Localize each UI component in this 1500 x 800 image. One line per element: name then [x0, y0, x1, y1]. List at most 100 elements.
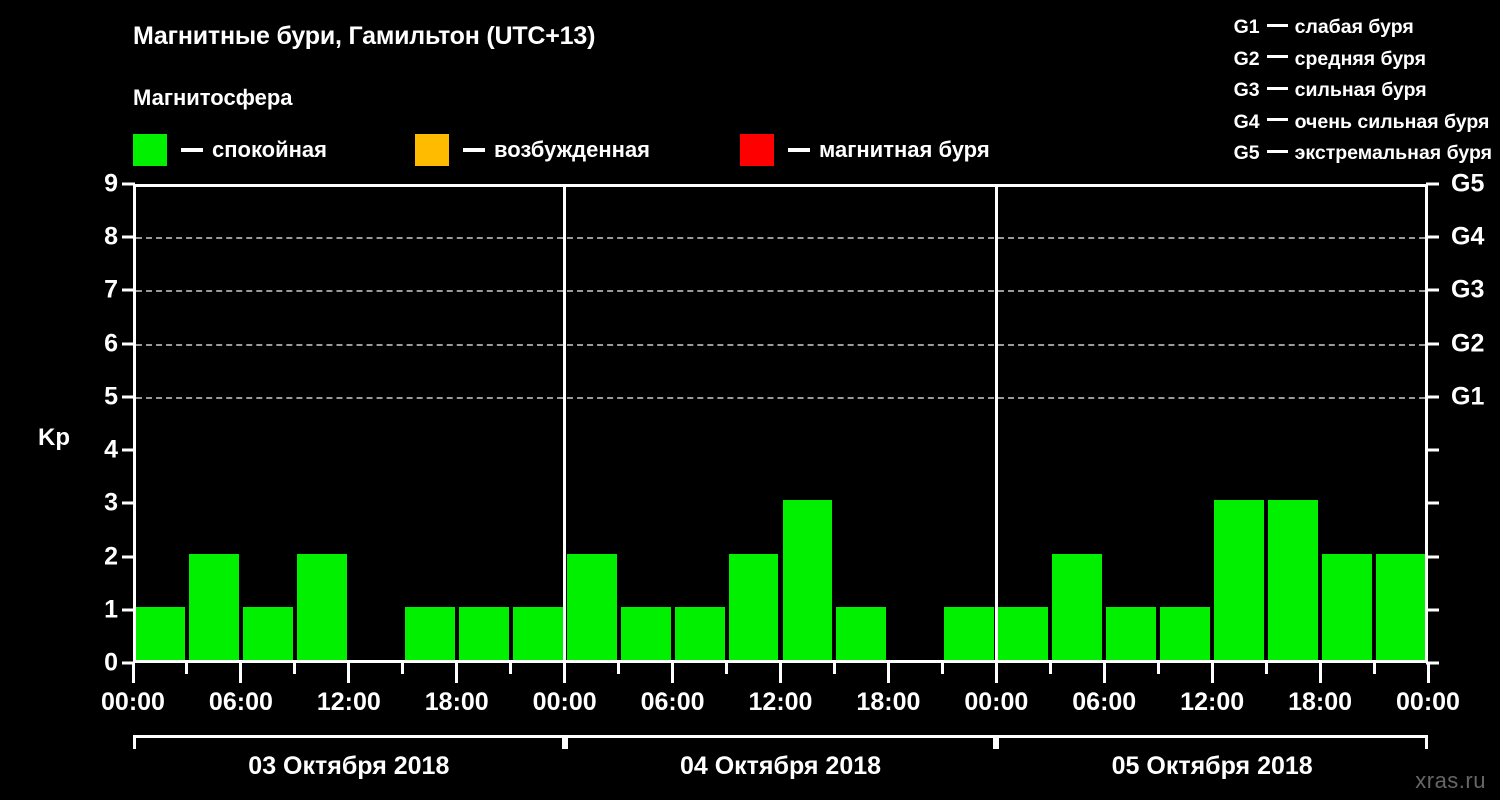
bar	[458, 606, 509, 660]
x-axis-major-tick	[239, 663, 243, 683]
right-axis-tick-mark	[1426, 395, 1439, 399]
bar	[404, 606, 455, 660]
bar	[296, 553, 347, 660]
x-axis-minor-tick	[940, 663, 944, 674]
bar	[782, 500, 833, 660]
storm-scale-row-g2: G2 средняя буря	[1234, 44, 1492, 76]
x-axis-major-tick	[886, 663, 890, 683]
x-axis-tick-label: 18:00	[1288, 688, 1353, 716]
storm-scale-legend: G1 слабая буря G2 средняя буря G3 сильная бур…	[1234, 12, 1492, 170]
right-axis-tick-mark	[1426, 501, 1439, 505]
bar	[998, 606, 1049, 660]
bar	[674, 606, 725, 660]
storm-scale-code: G2	[1233, 47, 1260, 70]
plot-inner	[136, 187, 1425, 660]
legend-item-storm: магнитная буря	[740, 133, 990, 167]
y-axis-tick-label: 7	[104, 275, 118, 304]
x-axis-tick-label: 00:00	[101, 688, 165, 716]
y-axis-tick-mark	[122, 555, 135, 559]
x-axis-major-tick	[994, 663, 998, 683]
storm-scale-description: сильная буря	[1294, 79, 1427, 101]
y-axis-tick-mark	[122, 342, 135, 346]
x-axis-minor-tick	[401, 663, 405, 674]
bar	[1268, 500, 1319, 660]
x-axis-minor-tick	[617, 663, 621, 674]
x-axis-minor-tick	[1372, 663, 1376, 674]
x-axis-minor-tick	[1048, 663, 1052, 674]
bar	[188, 553, 239, 660]
x-axis-tick-label: 18:00	[424, 688, 489, 716]
storm-scale-dash-icon	[1266, 149, 1288, 153]
storm-scale-dash-icon	[1266, 86, 1288, 90]
x-axis-tick-label: 00:00	[532, 688, 597, 716]
x-axis-major-tick	[1210, 663, 1214, 683]
y-axis-tick-label: 4	[104, 435, 118, 464]
bar	[242, 606, 293, 660]
y-axis-tick-mark	[122, 501, 135, 505]
legend-swatch-storm	[740, 134, 774, 166]
legend-item-unsettled: возбужденная	[415, 133, 650, 167]
legend-dash-icon	[181, 148, 203, 152]
x-axis-tick-label: 18:00	[856, 688, 921, 716]
legend-item-calm: спокойная	[133, 133, 327, 167]
day-label: 05 Октября 2018	[1111, 752, 1313, 780]
x-axis-minor-tick	[293, 663, 297, 674]
day-label: 04 Октября 2018	[679, 752, 882, 780]
bar	[1214, 500, 1265, 660]
watermark: xras.ru	[1415, 768, 1486, 793]
storm-scale-row-g5: G5 экстремальная буря	[1234, 138, 1492, 170]
day-label: 03 Октября 2018	[248, 752, 450, 780]
y-axis-tick-label: 9	[104, 169, 118, 198]
legend-label: магнитная буря	[819, 137, 990, 162]
day-divider	[994, 187, 998, 660]
bar	[1052, 553, 1103, 660]
y-axis-tick-label: 1	[104, 595, 118, 624]
x-axis-minor-tick	[725, 663, 729, 674]
day-bracket	[564, 735, 997, 749]
x-axis-tick-label: 12:00	[748, 688, 813, 716]
y-axis-tick-label: 2	[104, 542, 118, 571]
y-axis-tick-label: 6	[104, 329, 118, 358]
x-axis-major-tick	[563, 663, 567, 683]
y-axis-tick-label: 3	[104, 488, 118, 517]
right-axis-label-g1: G1	[1451, 382, 1485, 411]
storm-scale-code: G5	[1233, 142, 1260, 164]
bar	[1322, 553, 1373, 660]
legend-swatch-calm	[133, 134, 167, 166]
right-axis-tick-mark	[1426, 342, 1439, 346]
y-axis-tick-mark	[122, 182, 135, 186]
storm-scale-description: средняя буря	[1294, 47, 1426, 70]
x-axis-major-tick	[347, 663, 351, 683]
y-axis-title: Kp	[38, 424, 70, 451]
day-divider	[563, 187, 567, 660]
gridline-kp-7	[136, 290, 1425, 293]
right-axis-tick-mark	[1426, 661, 1439, 665]
y-axis-tick-mark	[122, 235, 135, 239]
storm-scale-code: G3	[1233, 79, 1260, 101]
bar	[1160, 606, 1211, 660]
plot-area	[133, 184, 1428, 663]
right-axis-tick-mark	[1426, 555, 1439, 559]
storm-scale-description: очень сильная буря	[1294, 110, 1490, 133]
x-axis-minor-tick	[832, 663, 836, 674]
bar	[944, 606, 995, 660]
storm-scale-row-g1: G1 слабая буря	[1234, 12, 1492, 44]
day-bracket	[133, 735, 565, 749]
storm-scale-dash-icon	[1266, 118, 1288, 122]
gridline-kp-8	[136, 237, 1425, 240]
right-axis-label-g2: G2	[1451, 329, 1485, 358]
x-axis-minor-tick	[509, 663, 513, 674]
legend-dash-icon	[788, 148, 810, 152]
y-axis-tick-mark	[122, 608, 135, 612]
y-axis-tick-mark	[122, 661, 135, 665]
x-axis-major-tick	[779, 663, 782, 683]
bar	[1106, 606, 1157, 660]
subtitle: Магнитосфера	[133, 85, 293, 110]
bar	[836, 606, 887, 660]
right-axis-label-g3: G3	[1451, 275, 1485, 304]
x-axis-minor-tick	[1264, 663, 1268, 674]
y-axis-tick-label: 0	[104, 648, 118, 677]
right-axis-tick-mark	[1426, 448, 1439, 452]
legend-dash-icon	[463, 148, 485, 152]
y-axis-tick-mark	[122, 448, 135, 452]
